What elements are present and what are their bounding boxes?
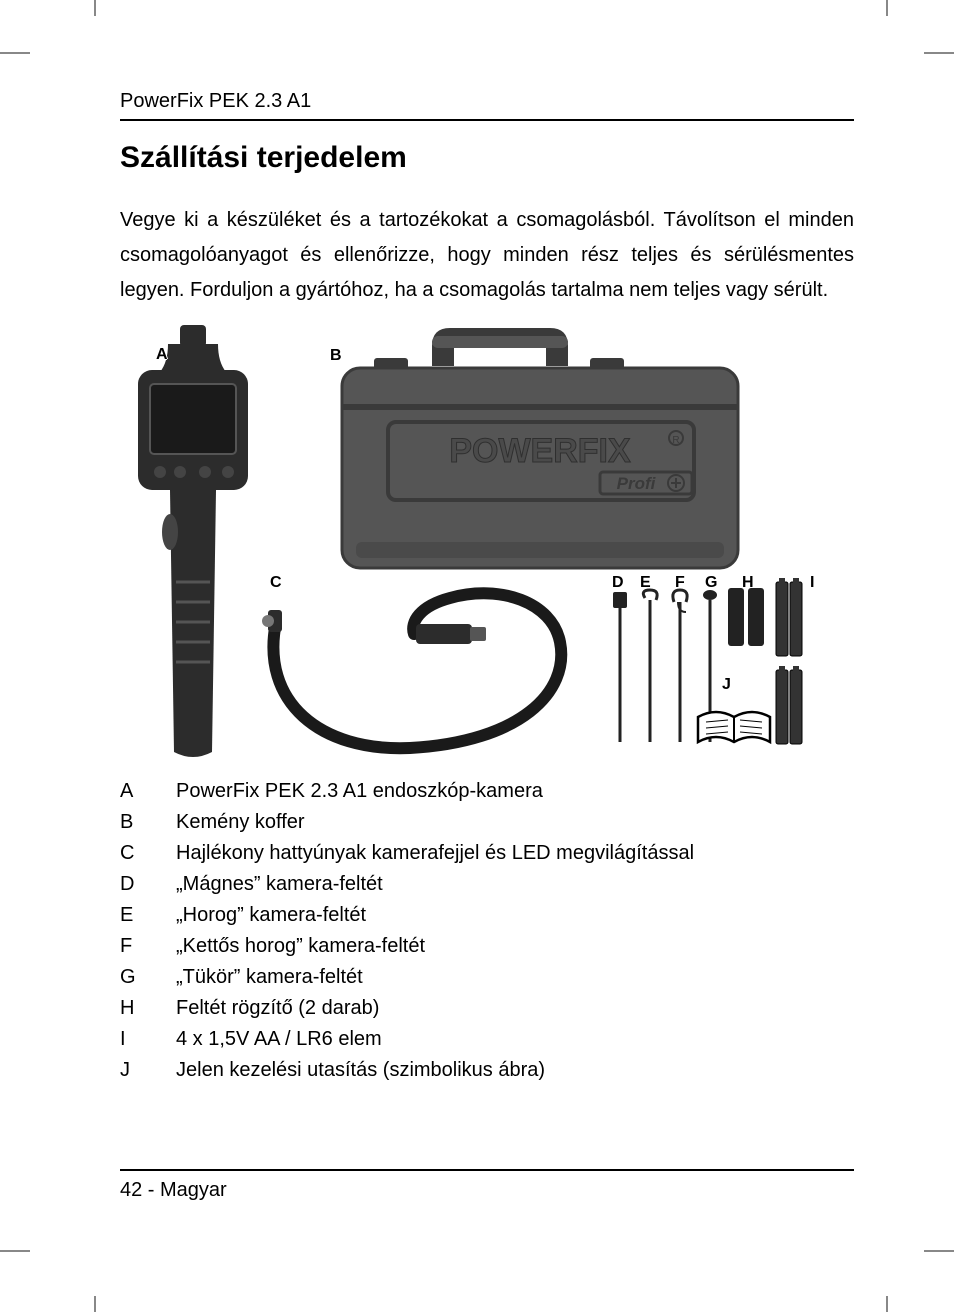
- figure-label-C: C: [270, 574, 282, 592]
- figure-label-E: E: [640, 574, 651, 592]
- figure-label-G: G: [705, 574, 717, 592]
- parts-key: I: [120, 1024, 176, 1055]
- header-rule: [120, 119, 854, 121]
- figure-item-cable: [262, 593, 561, 748]
- parts-key: A: [120, 776, 176, 807]
- parts-row: CHajlékony hattyúnyak kamerafejjel és LE…: [120, 838, 854, 869]
- figure-label-F: F: [675, 574, 685, 592]
- parts-key: G: [120, 962, 176, 993]
- parts-row: D„Mágnes” kamera-feltét: [120, 869, 854, 900]
- figure-item-hook: [643, 590, 657, 742]
- crop-mark: [94, 1296, 96, 1312]
- page-content: PowerFix PEK 2.3 A1 Szállítási terjedele…: [120, 90, 854, 1202]
- parts-desc: „Horog” kamera-feltét: [176, 900, 366, 931]
- crop-mark: [0, 1250, 30, 1252]
- crop-mark: [924, 1250, 954, 1252]
- parts-key: F: [120, 931, 176, 962]
- crop-mark: [94, 0, 96, 16]
- parts-row: E„Horog” kamera-feltét: [120, 900, 854, 931]
- figure-label-D: D: [612, 574, 624, 592]
- parts-desc: Feltét rögzítő (2 darab): [176, 993, 379, 1024]
- footer-rule: [120, 1169, 854, 1171]
- parts-key: D: [120, 869, 176, 900]
- parts-key: B: [120, 807, 176, 838]
- figure-item-device: [138, 325, 248, 757]
- figure-item-double-hook: [673, 590, 687, 742]
- crop-mark: [886, 1296, 888, 1312]
- page-number: 42 - Magyar: [120, 1179, 854, 1202]
- parts-desc: Jelen kezelési utasítás (szimbolikus ábr…: [176, 1055, 545, 1086]
- figure-label-A: A: [156, 346, 168, 364]
- crop-mark: [886, 0, 888, 16]
- parts-row: F„Kettős horog” kamera-feltét: [120, 931, 854, 962]
- crop-mark: [0, 52, 30, 54]
- crop-mark: [924, 52, 954, 54]
- section-title: Szállítási terjedelem: [120, 141, 854, 175]
- scope-of-delivery-figure: POWERFIX R Profi: [120, 322, 820, 760]
- parts-key: J: [120, 1055, 176, 1086]
- figure-item-batteries: [776, 578, 802, 744]
- parts-desc: 4 x 1,5V AA / LR6 elem: [176, 1024, 382, 1055]
- parts-desc: PowerFix PEK 2.3 A1 endoszkóp-kamera: [176, 776, 543, 807]
- figure-label-I: I: [810, 574, 814, 592]
- intro-paragraph: Vegye ki a készüléket és a tartozékokat …: [120, 203, 854, 308]
- parts-key: E: [120, 900, 176, 931]
- parts-row: APowerFix PEK 2.3 A1 endoszkóp-kamera: [120, 776, 854, 807]
- parts-key: H: [120, 993, 176, 1024]
- parts-row: HFeltét rögzítő (2 darab): [120, 993, 854, 1024]
- parts-desc: „Tükör” kamera-feltét: [176, 962, 363, 993]
- parts-row: BKemény koffer: [120, 807, 854, 838]
- parts-desc: „Mágnes” kamera-feltét: [176, 869, 383, 900]
- svg-text:R: R: [672, 435, 679, 446]
- figure-item-case: POWERFIX R Profi: [342, 328, 738, 568]
- figure-label-J: J: [722, 676, 731, 694]
- figure-label-H: H: [742, 574, 754, 592]
- parts-desc: Kemény koffer: [176, 807, 305, 838]
- parts-list: APowerFix PEK 2.3 A1 endoszkóp-kameraBKe…: [120, 776, 854, 1086]
- parts-row: I4 x 1,5V AA / LR6 elem: [120, 1024, 854, 1055]
- figure-label-B: B: [330, 347, 342, 365]
- parts-desc: Hajlékony hattyúnyak kamerafejjel és LED…: [176, 838, 694, 869]
- figure-item-magnet: [613, 592, 627, 742]
- svg-text:POWERFIX: POWERFIX: [449, 432, 631, 470]
- page-footer: 42 - Magyar: [120, 1169, 854, 1202]
- page-header: PowerFix PEK 2.3 A1: [120, 90, 854, 119]
- svg-text:Profi: Profi: [617, 474, 657, 493]
- parts-row: JJelen kezelési utasítás (szimbolikus áb…: [120, 1055, 854, 1086]
- figure-item-holders: [728, 588, 764, 646]
- parts-row: G„Tükör” kamera-feltét: [120, 962, 854, 993]
- figure-item-manual: [698, 712, 770, 742]
- parts-desc: „Kettős horog” kamera-feltét: [176, 931, 425, 962]
- parts-key: C: [120, 838, 176, 869]
